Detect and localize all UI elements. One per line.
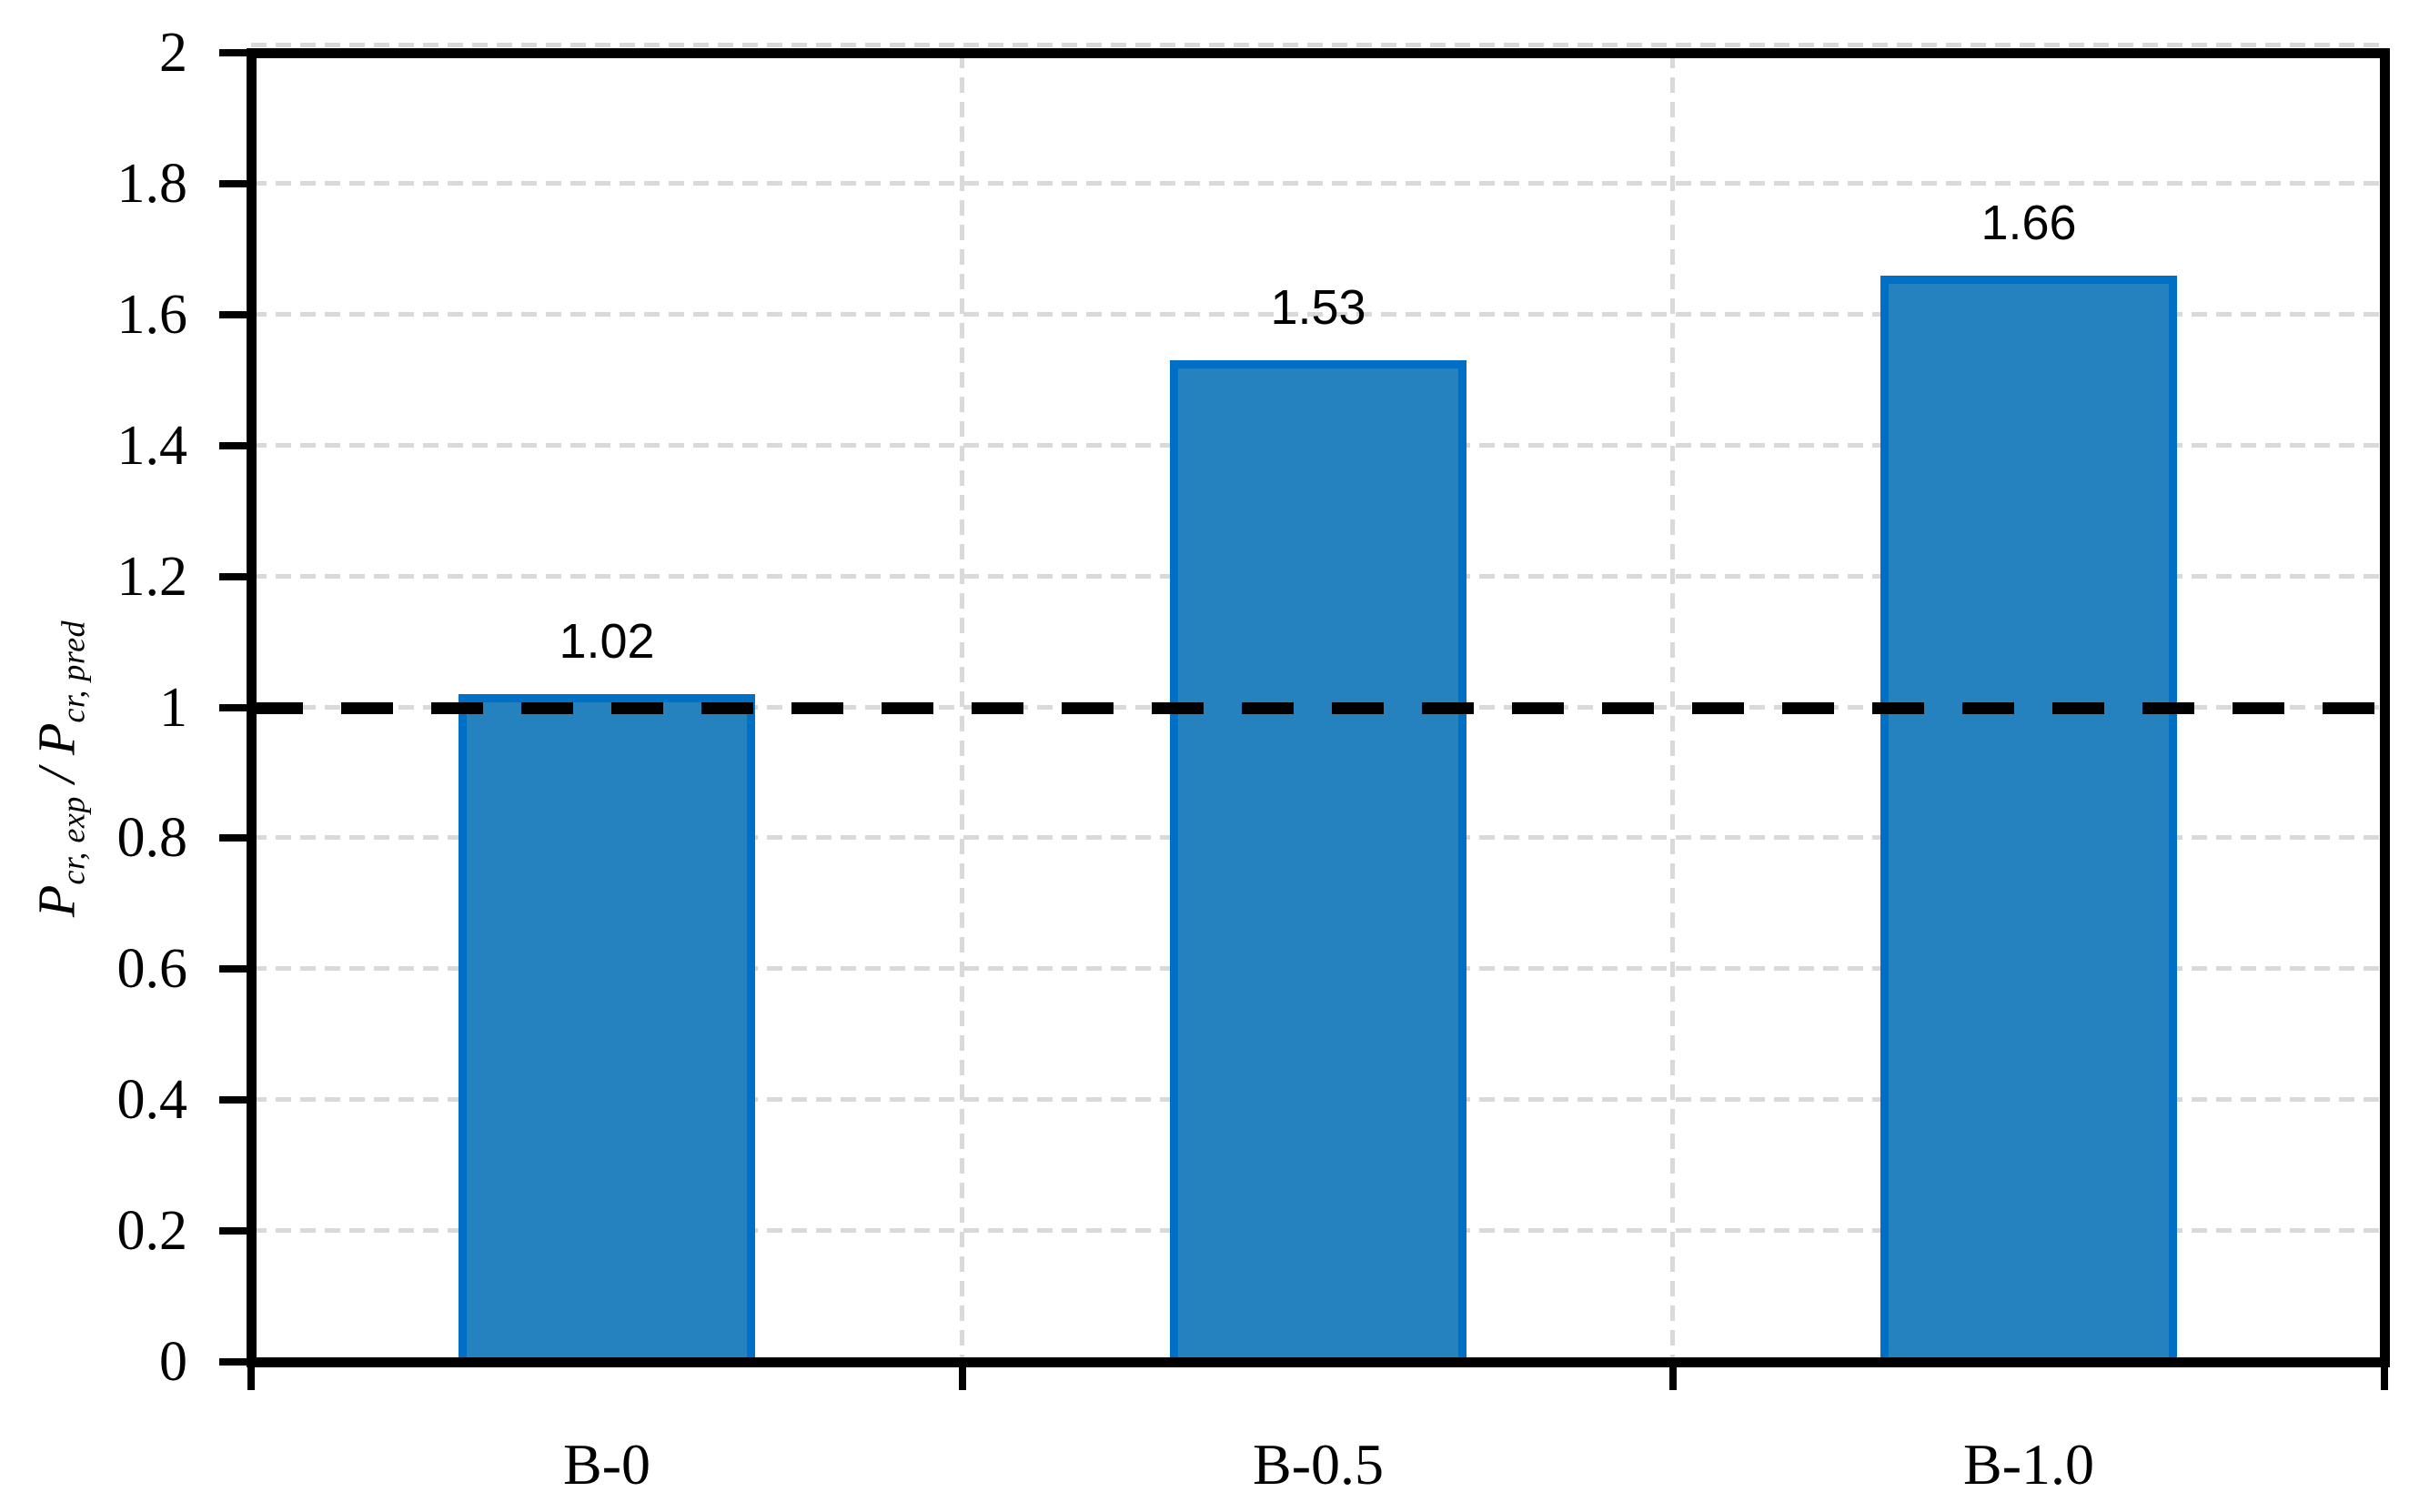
x-tick [247,1362,255,1390]
bar [459,694,755,1366]
y-tick [219,834,247,842]
y-tick [219,1096,247,1104]
y-tick-label: 1.6 [116,284,188,346]
y-tick-label: 0.2 [116,1200,188,1262]
x-tick [2381,1362,2388,1390]
y-tick-label: 1 [159,677,187,739]
y-axis-line [247,48,257,1367]
x-tick [1669,1362,1677,1390]
y-tick-label: 0 [159,1331,187,1393]
y-tick-label: 0.6 [116,938,188,1000]
y-tick-label: 2 [159,22,187,84]
gridline-h [251,312,2384,317]
y-tick-label: 1.2 [116,546,188,608]
y-tick [219,965,247,973]
y-tick-label: 1.8 [116,153,188,215]
bar [1880,276,2177,1366]
y-tick [219,704,247,711]
gridline-h [251,181,2384,186]
x-axis-line [247,1357,2390,1367]
plot-border-right [2380,48,2390,1367]
x-category-label: B-1.0 [1963,1432,2094,1497]
gridline-h [251,43,2384,47]
y-tick [219,573,247,580]
y-axis-title-symbol-2: P [26,722,86,756]
y-tick-label: 0.8 [116,807,188,869]
y-axis-title: Pcr, exp / Pcr, pred [26,620,92,918]
bar-value-label: 1.53 [1270,280,1366,335]
y-tick [219,1358,247,1366]
y-axis-title-divider: / [26,755,86,797]
bar-value-label: 1.66 [1981,196,2077,250]
y-tick [219,49,247,56]
y-tick [219,442,247,449]
x-category-label: B-0.5 [1253,1432,1384,1497]
y-axis-title-subscript-1: cr, exp [55,796,92,885]
y-axis-title-symbol-1: P [26,884,86,918]
y-tick [219,1227,247,1235]
bar-value-label: 1.02 [559,614,655,669]
y-tick-label: 1.4 [116,415,188,477]
y-axis-title-subscript-2: cr, pred [55,620,92,723]
x-category-label: B-0 [563,1432,650,1497]
plot-border-top [247,48,2390,58]
bar [1170,360,1467,1366]
reference-line [251,702,2399,714]
y-tick [219,311,247,318]
y-tick [219,180,247,187]
x-tick [959,1362,966,1390]
y-tick-label: 0.4 [116,1069,188,1131]
